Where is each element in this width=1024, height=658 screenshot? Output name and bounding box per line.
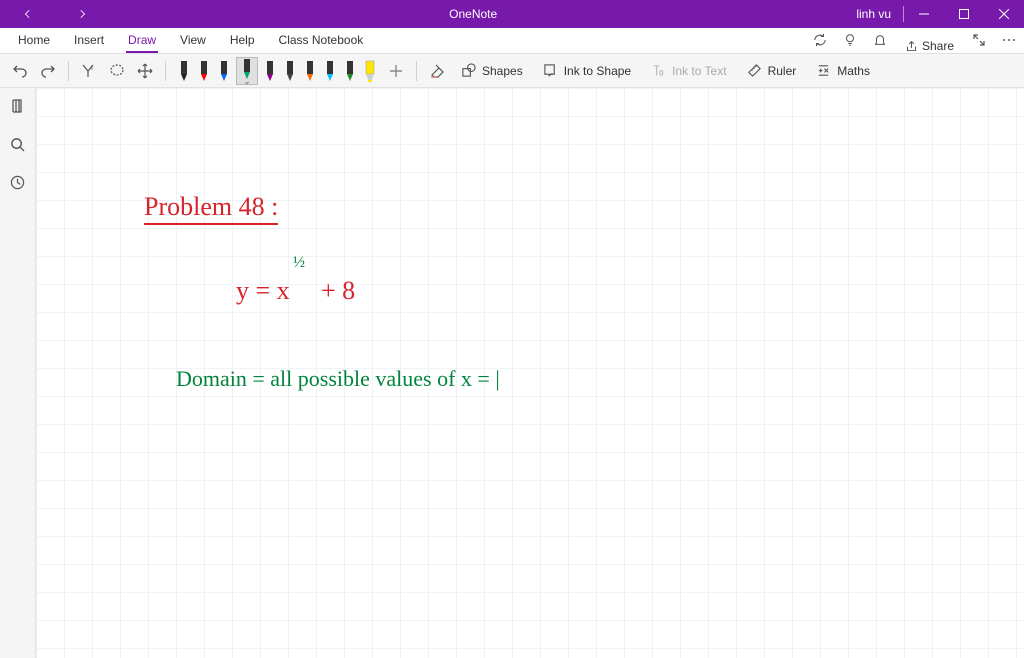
- nav-back-button[interactable]: [8, 0, 48, 28]
- user-name[interactable]: linh vu: [844, 7, 903, 21]
- share-button[interactable]: Share: [895, 39, 964, 53]
- share-label: Share: [922, 39, 954, 53]
- recent-icon[interactable]: [8, 172, 28, 192]
- pen-7[interactable]: [322, 59, 338, 83]
- pen-1[interactable]: [196, 59, 212, 83]
- text-cursor-button[interactable]: I: [77, 58, 101, 84]
- lightbulb-button[interactable]: [835, 27, 865, 53]
- pen-9[interactable]: [362, 59, 378, 83]
- tab-home[interactable]: Home: [6, 27, 62, 53]
- ink-stroke: + 8: [321, 276, 355, 306]
- shapes-button[interactable]: Shapes: [453, 58, 531, 84]
- ink-stroke: y = x: [236, 276, 290, 306]
- minimize-button[interactable]: [904, 0, 944, 28]
- notifications-button[interactable]: [865, 27, 895, 53]
- toolbar-separator: [165, 61, 166, 81]
- pen-2[interactable]: [216, 59, 232, 83]
- tab-insert[interactable]: Insert: [62, 27, 116, 53]
- ruler-label: Ruler: [768, 64, 797, 78]
- undo-button[interactable]: [8, 58, 32, 84]
- ruler-button[interactable]: Ruler: [739, 58, 805, 84]
- ink-to-text-label: Ink to Text: [672, 64, 726, 78]
- drawing-canvas[interactable]: Problem 48 : y = x½ + 8 Domain = all possib…: [36, 88, 1024, 658]
- ink-to-shape-button[interactable]: Ink to Shape: [535, 58, 639, 84]
- app-title: OneNote: [102, 7, 844, 21]
- pen-6[interactable]: [302, 59, 318, 83]
- sync-button[interactable]: [805, 27, 835, 53]
- search-icon[interactable]: [8, 134, 28, 154]
- ink-stroke: Domain = all possible values of x = |: [176, 366, 500, 392]
- pen-4[interactable]: [262, 59, 278, 83]
- shapes-label: Shapes: [482, 64, 523, 78]
- ink-stroke: Problem 48 :: [144, 192, 278, 225]
- tab-draw[interactable]: Draw: [116, 27, 168, 53]
- ink-to-shape-label: Ink to Shape: [564, 64, 631, 78]
- workspace: Problem 48 : y = x½ + 8 Domain = all possib…: [0, 88, 1024, 658]
- lasso-button[interactable]: [105, 58, 129, 84]
- tab-class-notebook[interactable]: Class Notebook: [267, 27, 376, 53]
- fullscreen-button[interactable]: [964, 27, 994, 53]
- eraser-button[interactable]: [425, 58, 449, 84]
- close-button[interactable]: [984, 0, 1024, 28]
- pen-5[interactable]: [282, 59, 298, 83]
- pen-8[interactable]: [342, 59, 358, 83]
- maximize-button[interactable]: [944, 0, 984, 28]
- nav-forward-button[interactable]: [62, 0, 102, 28]
- sidebar: [0, 88, 36, 658]
- notebooks-icon[interactable]: [8, 96, 28, 116]
- redo-button[interactable]: [36, 58, 60, 84]
- draw-toolbar: I Shapes Ink to Shape Ink to Text Ruler …: [0, 54, 1024, 88]
- tab-help[interactable]: Help: [218, 27, 267, 53]
- maths-label: Maths: [837, 64, 870, 78]
- toolbar-separator: [416, 61, 417, 81]
- ink-stroke: ½: [293, 254, 305, 272]
- svg-text:I: I: [91, 65, 93, 72]
- pen-0[interactable]: [176, 59, 192, 83]
- ribbon-tabs: HomeInsertDrawViewHelpClass Notebook Sha…: [0, 28, 1024, 54]
- tab-view[interactable]: View: [168, 27, 218, 53]
- ink-to-text-button: Ink to Text: [643, 58, 734, 84]
- toolbar-separator: [68, 61, 69, 81]
- title-bar: OneNote linh vu: [0, 0, 1024, 28]
- maths-button[interactable]: Maths: [808, 58, 878, 84]
- pan-button[interactable]: [133, 58, 157, 84]
- more-button[interactable]: [994, 27, 1024, 53]
- add-pen-button[interactable]: [384, 58, 408, 84]
- pen-3[interactable]: [236, 57, 258, 85]
